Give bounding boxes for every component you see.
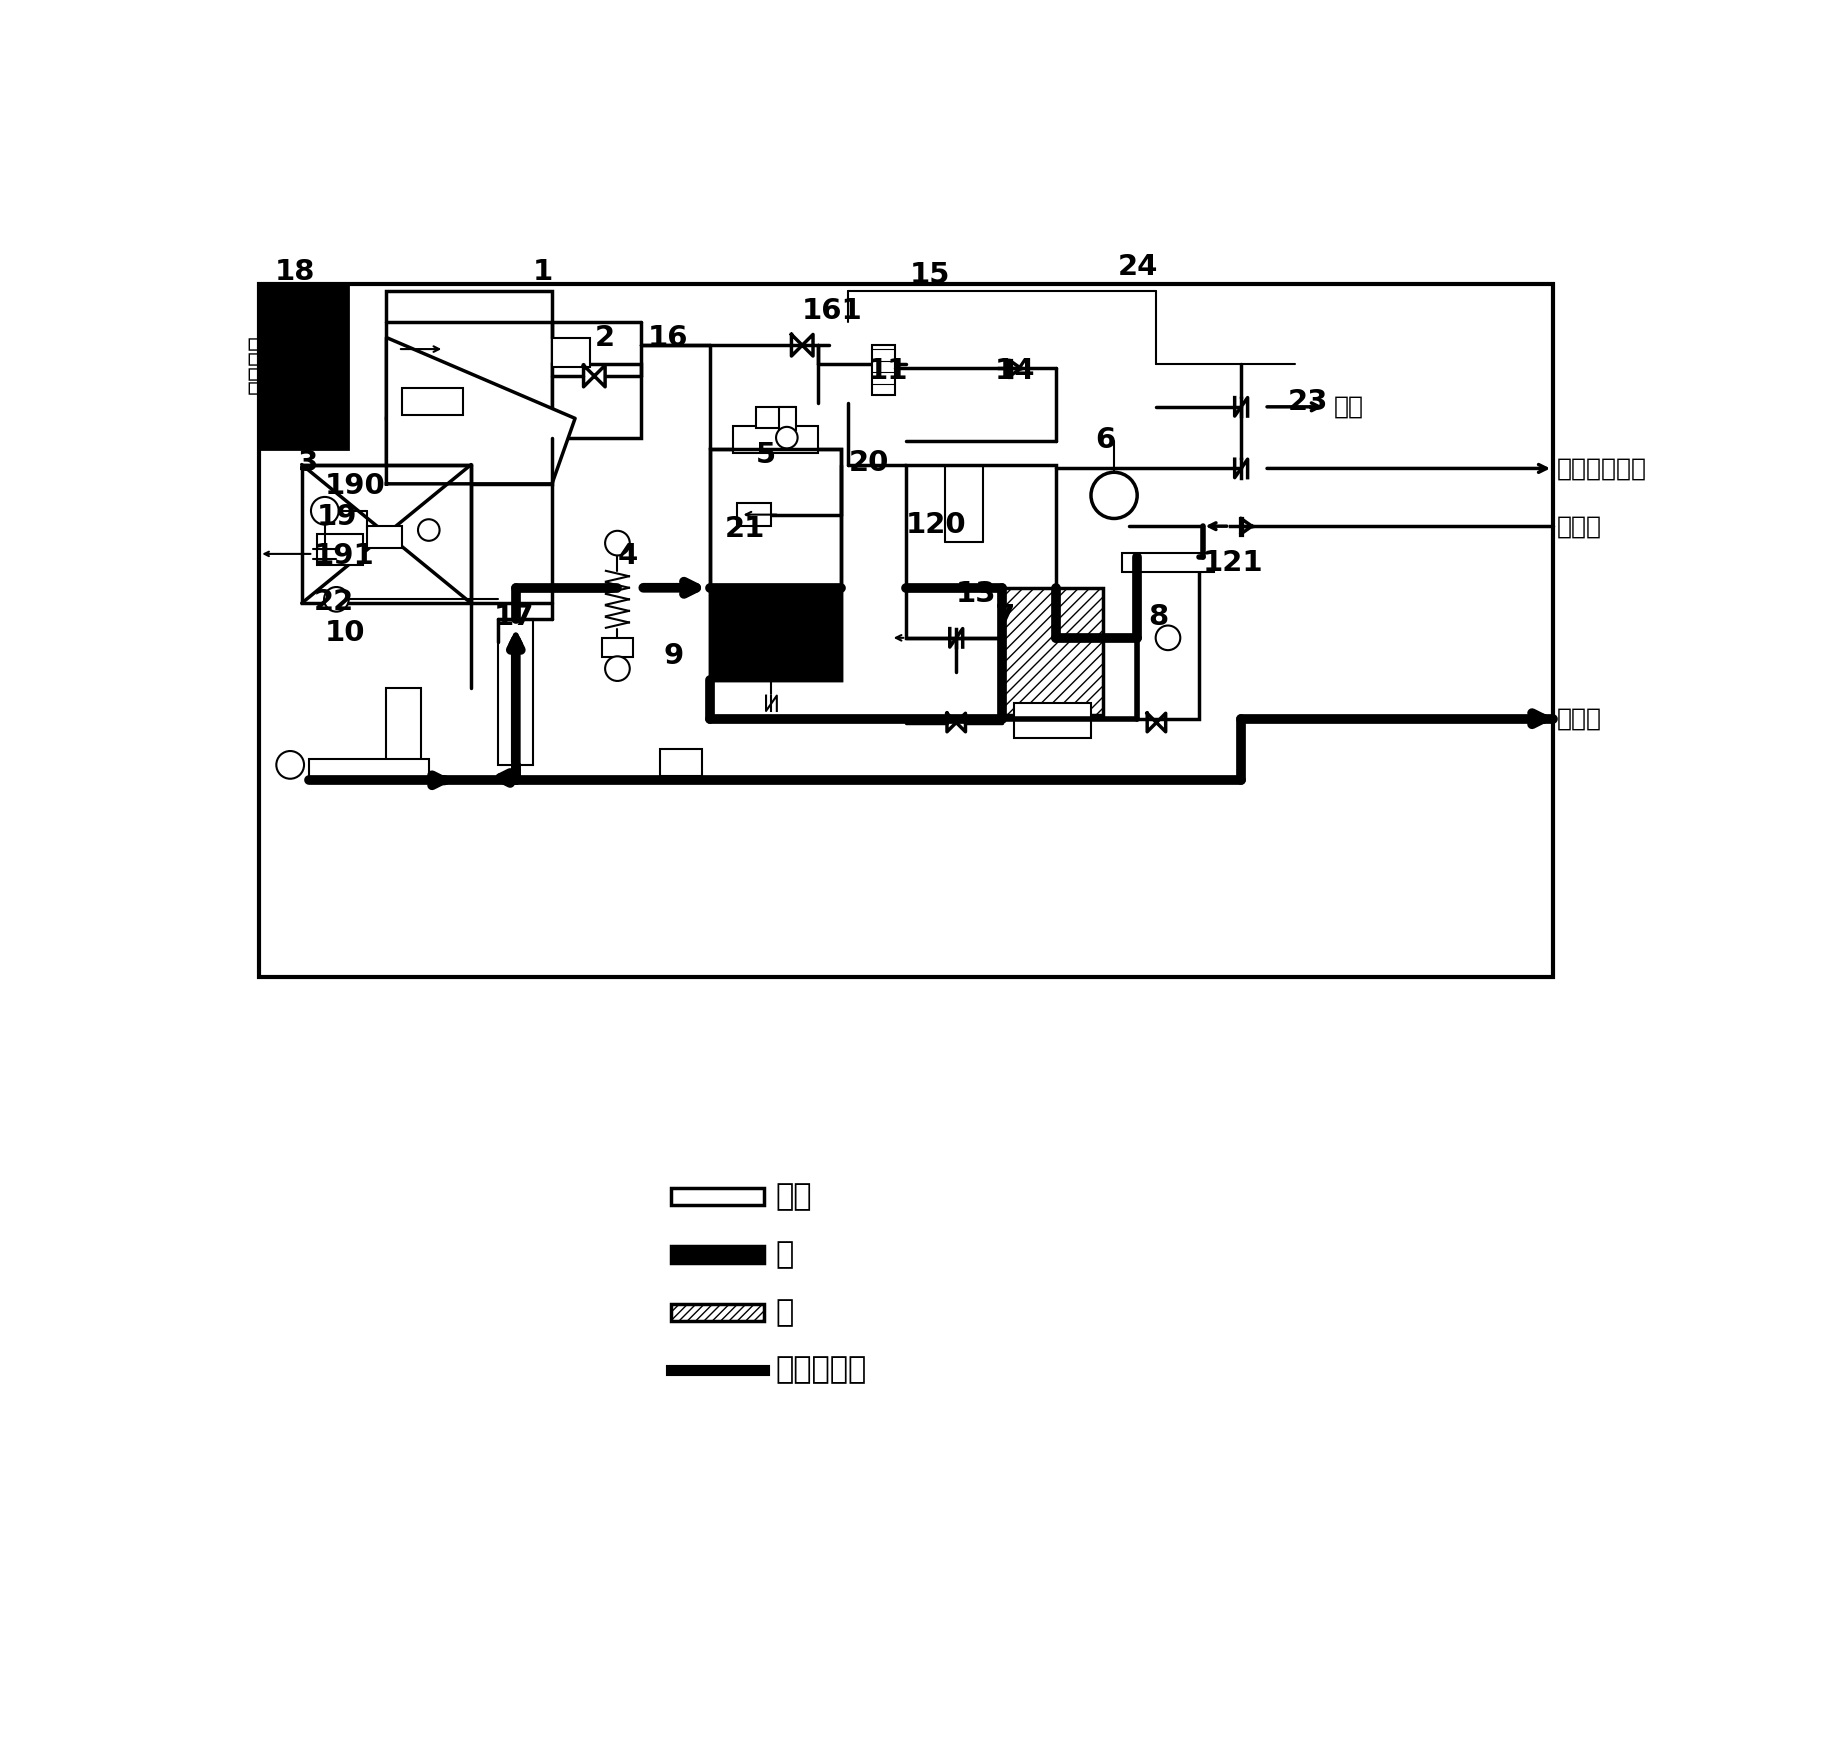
- Circle shape: [417, 519, 439, 540]
- Bar: [733, 426, 819, 453]
- Text: 5: 5: [757, 442, 777, 470]
- Bar: [671, 1303, 764, 1321]
- Bar: [709, 449, 840, 681]
- Text: 161: 161: [802, 296, 862, 324]
- Bar: [498, 619, 532, 765]
- Text: 水气混合物: 水气混合物: [775, 1356, 866, 1384]
- Circle shape: [605, 656, 629, 681]
- Bar: [303, 465, 470, 603]
- Text: 6: 6: [1096, 426, 1116, 454]
- Bar: [1138, 558, 1200, 719]
- Text: 11: 11: [868, 356, 908, 384]
- Bar: [386, 291, 552, 419]
- Circle shape: [277, 751, 304, 779]
- Text: 191: 191: [314, 542, 374, 570]
- Text: 20: 20: [848, 449, 890, 477]
- Bar: [1014, 703, 1090, 738]
- Bar: [259, 284, 1553, 977]
- Text: 1: 1: [532, 258, 552, 286]
- Polygon shape: [386, 337, 574, 484]
- Text: 压缩空气出口: 压缩空气出口: [1557, 456, 1646, 481]
- Text: 17: 17: [494, 603, 534, 631]
- Text: 13: 13: [957, 581, 997, 609]
- Text: 放水口: 放水口: [1557, 707, 1602, 731]
- Text: 190: 190: [324, 472, 386, 500]
- Text: 23: 23: [1287, 388, 1327, 416]
- Bar: [552, 337, 591, 367]
- Bar: [1121, 553, 1214, 572]
- Text: 3: 3: [297, 449, 319, 477]
- Text: 7: 7: [995, 603, 1015, 631]
- Bar: [757, 407, 795, 428]
- Text: 4: 4: [618, 542, 638, 570]
- Bar: [1003, 588, 1103, 716]
- Text: 空气: 空气: [775, 1182, 811, 1212]
- Bar: [602, 638, 633, 658]
- Text: 水: 水: [775, 1298, 793, 1326]
- Circle shape: [312, 496, 339, 524]
- Bar: [317, 533, 363, 565]
- Text: 19: 19: [317, 503, 357, 531]
- Bar: [386, 688, 421, 765]
- Text: 水: 水: [775, 1240, 793, 1270]
- Bar: [709, 449, 840, 681]
- Bar: [709, 588, 840, 681]
- Text: 2: 2: [594, 324, 614, 353]
- Bar: [259, 284, 348, 449]
- Bar: [671, 1245, 764, 1263]
- Text: 大气: 大气: [1334, 395, 1364, 419]
- Circle shape: [777, 426, 798, 449]
- Bar: [736, 503, 771, 526]
- Text: 22: 22: [314, 588, 354, 616]
- Bar: [671, 1189, 764, 1205]
- Text: 21: 21: [726, 514, 766, 542]
- Circle shape: [605, 531, 629, 556]
- Bar: [871, 346, 895, 395]
- Bar: [310, 759, 428, 779]
- Bar: [906, 465, 1056, 638]
- Text: 18: 18: [275, 258, 315, 286]
- Text: 120: 120: [906, 510, 966, 538]
- Text: 24: 24: [1117, 253, 1158, 281]
- Text: 补水口: 补水口: [1557, 514, 1602, 538]
- Bar: [778, 407, 797, 430]
- Text: 8: 8: [1148, 603, 1169, 631]
- Circle shape: [1090, 472, 1138, 519]
- Bar: [366, 526, 401, 547]
- Text: 16: 16: [649, 324, 689, 353]
- Text: 空气进气: 空气进气: [246, 335, 270, 395]
- Text: 14: 14: [995, 356, 1035, 384]
- Bar: [660, 749, 702, 777]
- Bar: [552, 365, 640, 438]
- Text: 15: 15: [910, 261, 950, 288]
- Text: 121: 121: [1203, 549, 1263, 577]
- Bar: [401, 388, 463, 414]
- Text: 9: 9: [664, 642, 684, 670]
- Bar: [386, 419, 552, 484]
- Circle shape: [1156, 626, 1179, 651]
- Text: 10: 10: [324, 619, 365, 647]
- Circle shape: [324, 588, 348, 612]
